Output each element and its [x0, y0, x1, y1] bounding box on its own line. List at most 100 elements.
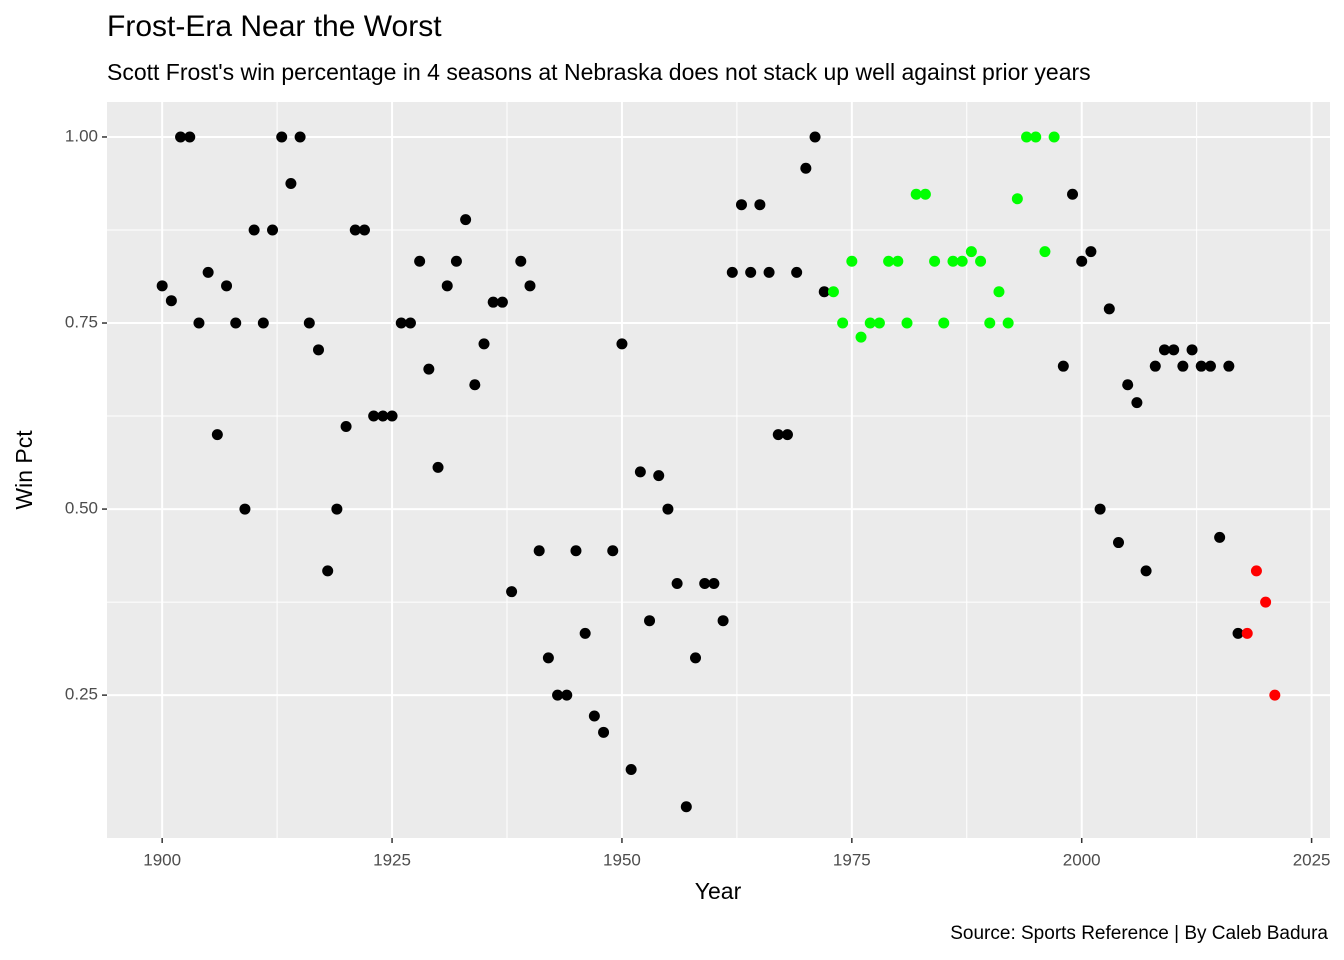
- point: [717, 615, 729, 627]
- point: [496, 296, 508, 308]
- point: [1002, 317, 1014, 329]
- point: [322, 565, 334, 577]
- point: [809, 131, 821, 143]
- point: [533, 545, 545, 557]
- chart-subtitle: Scott Frost's win percentage in 4 season…: [107, 59, 1091, 85]
- point: [1241, 627, 1253, 639]
- point: [193, 317, 205, 329]
- point: [423, 363, 435, 375]
- point: [1103, 303, 1115, 315]
- panel: [107, 102, 1330, 838]
- x-tick-label: 1950: [603, 850, 641, 869]
- point: [616, 338, 628, 350]
- point: [257, 317, 269, 329]
- point: [395, 317, 407, 329]
- point: [230, 317, 242, 329]
- point: [211, 429, 223, 441]
- point: [248, 224, 260, 236]
- point: [671, 577, 683, 589]
- point: [404, 317, 416, 329]
- point: [1250, 565, 1262, 577]
- point: [340, 420, 352, 432]
- point: [175, 131, 187, 143]
- x-axis-title: Year: [695, 878, 742, 904]
- point: [294, 131, 306, 143]
- point: [1260, 596, 1272, 608]
- point: [837, 317, 849, 329]
- point: [202, 266, 214, 278]
- point: [303, 317, 315, 329]
- y-tick-label: 0.25: [65, 685, 98, 704]
- point: [1177, 360, 1189, 372]
- point: [156, 280, 168, 292]
- point: [754, 199, 766, 211]
- point: [690, 652, 702, 664]
- point: [588, 710, 600, 722]
- point: [1149, 360, 1161, 372]
- point: [515, 255, 527, 267]
- point: [432, 461, 444, 473]
- point: [1131, 397, 1143, 409]
- x-tick-label: 1900: [143, 850, 181, 869]
- point: [745, 266, 757, 278]
- point: [975, 255, 987, 267]
- point: [1094, 503, 1106, 515]
- point: [699, 577, 711, 589]
- point: [772, 429, 784, 441]
- point: [947, 255, 959, 267]
- point: [542, 652, 554, 664]
- point: [726, 266, 738, 278]
- point: [855, 331, 867, 343]
- point: [910, 188, 922, 200]
- point: [1011, 193, 1023, 205]
- point: [607, 545, 619, 557]
- point: [680, 801, 692, 813]
- point: [1021, 131, 1033, 143]
- point: [735, 199, 747, 211]
- point: [984, 317, 996, 329]
- point: [239, 503, 251, 515]
- point: [478, 338, 490, 350]
- point: [846, 255, 858, 267]
- point: [1039, 246, 1051, 258]
- point: [644, 615, 656, 627]
- point: [1085, 246, 1097, 258]
- point: [763, 266, 775, 278]
- point: [1140, 565, 1152, 577]
- y-tick-label: 1.00: [65, 126, 98, 145]
- x-tick-label: 1975: [833, 850, 871, 869]
- point: [956, 255, 968, 267]
- point: [791, 266, 803, 278]
- point: [1057, 360, 1069, 372]
- point: [993, 286, 1005, 298]
- point: [708, 577, 720, 589]
- point: [331, 503, 343, 515]
- point: [561, 689, 573, 701]
- point: [165, 295, 177, 307]
- point: [450, 255, 462, 267]
- point: [506, 586, 518, 598]
- caption: Source: Sports Reference | By Caleb Badu…: [950, 923, 1328, 944]
- point: [1269, 689, 1281, 701]
- point: [901, 317, 913, 329]
- y-axis-title: Win Pct: [11, 430, 37, 510]
- point: [883, 255, 895, 267]
- point: [1030, 131, 1042, 143]
- point: [524, 280, 536, 292]
- x-tick-label: 2025: [1293, 850, 1331, 869]
- points: [156, 131, 1281, 813]
- point: [653, 470, 665, 482]
- point: [864, 317, 876, 329]
- point: [919, 188, 931, 200]
- point: [570, 545, 582, 557]
- y-tick-label: 0.75: [65, 313, 98, 332]
- point: [377, 410, 389, 422]
- point: [460, 214, 472, 226]
- point: [929, 255, 941, 267]
- point: [1067, 188, 1079, 200]
- point: [662, 503, 674, 515]
- point: [598, 726, 610, 738]
- point: [1186, 344, 1198, 356]
- point: [818, 286, 830, 298]
